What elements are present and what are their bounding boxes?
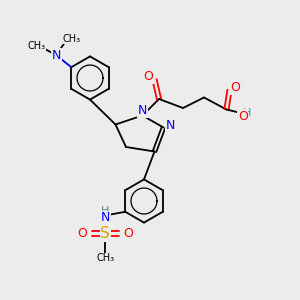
Text: CH₃: CH₃ xyxy=(62,34,80,44)
Text: CH₃: CH₃ xyxy=(27,40,45,51)
Text: O: O xyxy=(77,227,87,240)
Text: O: O xyxy=(124,227,134,240)
Text: N: N xyxy=(138,104,147,117)
Text: CH₃: CH₃ xyxy=(96,253,114,263)
Text: O: O xyxy=(144,70,153,83)
Text: N: N xyxy=(165,119,175,132)
Text: N: N xyxy=(100,211,110,224)
Text: H: H xyxy=(101,206,110,216)
Text: S: S xyxy=(100,226,110,241)
Text: N: N xyxy=(52,49,61,62)
Text: O: O xyxy=(238,110,247,123)
Text: H: H xyxy=(243,107,252,118)
Text: O: O xyxy=(230,81,240,94)
